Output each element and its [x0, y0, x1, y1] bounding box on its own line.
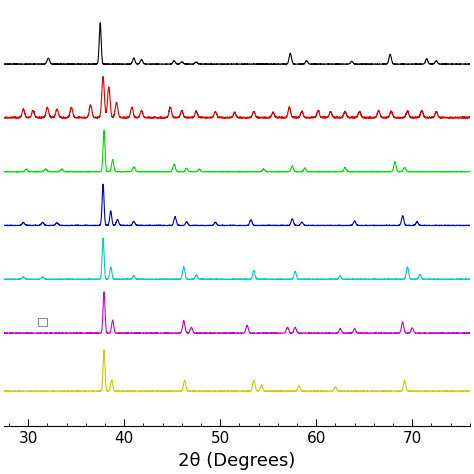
Bar	[38, 319, 47, 326]
X-axis label: 2θ (Degrees): 2θ (Degrees)	[178, 452, 296, 470]
